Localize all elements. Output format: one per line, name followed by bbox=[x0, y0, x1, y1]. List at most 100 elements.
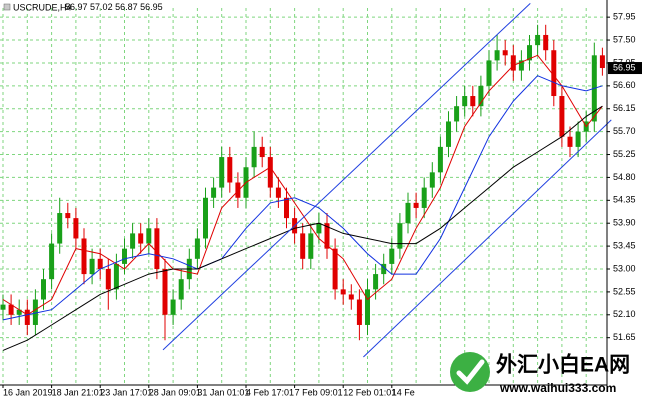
candle-body bbox=[381, 263, 387, 275]
indicator-line bbox=[2, 105, 603, 351]
candle-body bbox=[32, 299, 38, 325]
candle-body bbox=[300, 233, 306, 259]
marks bbox=[0, 3, 612, 358]
candle-body bbox=[154, 228, 160, 269]
candle-body bbox=[57, 213, 63, 244]
candle-body bbox=[73, 218, 79, 239]
candle-body bbox=[211, 187, 217, 198]
x-tick-label: 31 Jan 01:01 bbox=[197, 387, 249, 397]
candle-body bbox=[284, 197, 289, 219]
y-tick-label: 53.90 bbox=[613, 218, 636, 228]
candle-body bbox=[259, 146, 265, 158]
axis-labels: 51.65 52.10 52.55 53.00 53.45 53.90 54.35 54.80… bbox=[2, 12, 642, 397]
candle-body bbox=[49, 243, 55, 280]
header-value: 56.97 bbox=[65, 2, 88, 12]
y-tick-label: 55.25 bbox=[613, 149, 636, 159]
y-tick-label: 55.70 bbox=[613, 126, 636, 136]
logo-circle bbox=[450, 352, 490, 392]
header-value: 56.87 bbox=[115, 2, 138, 12]
header: USCRUDE,H4 56.97 57.02 56.87 56.95 bbox=[3, 2, 163, 12]
candle-body bbox=[502, 50, 508, 56]
x-tick-label: 4 Feb 17:01 bbox=[246, 387, 294, 397]
indicator-line bbox=[363, 119, 612, 358]
x-tick-label: 16 Jan 2019 bbox=[3, 387, 53, 397]
candle-body bbox=[397, 223, 403, 249]
y-tick-label: 57.50 bbox=[613, 34, 636, 44]
candle-body bbox=[105, 269, 111, 290]
candle-body bbox=[24, 309, 30, 325]
y-tick-label: 57.95 bbox=[613, 12, 636, 22]
y-tick-label: 56.60 bbox=[613, 80, 636, 90]
candle-body bbox=[138, 233, 144, 244]
watermark-url: www.waihui333.com bbox=[499, 381, 616, 395]
candle-body bbox=[559, 96, 565, 137]
candle-body bbox=[275, 187, 281, 198]
candle-body bbox=[413, 202, 419, 208]
y-tick-label: 53.45 bbox=[613, 240, 636, 250]
candle-body bbox=[178, 279, 184, 300]
candle-body bbox=[267, 157, 273, 188]
watermark-title: 外汇小白EA网 bbox=[496, 353, 630, 377]
candle-body bbox=[332, 248, 338, 290]
candle-body bbox=[235, 182, 241, 198]
candle-body bbox=[510, 55, 516, 71]
candle-body bbox=[405, 202, 411, 224]
candle-body bbox=[429, 172, 435, 188]
candle-body bbox=[251, 146, 257, 168]
candle-body bbox=[194, 238, 200, 259]
price-label-box bbox=[608, 62, 642, 75]
grid bbox=[0, 8, 607, 385]
candle-body bbox=[89, 258, 95, 275]
candle-body bbox=[113, 263, 119, 290]
candle-body bbox=[365, 289, 370, 325]
candle-body bbox=[543, 34, 549, 51]
candle-body bbox=[203, 197, 208, 239]
y-tick-label: 52.10 bbox=[613, 309, 636, 319]
candle-body bbox=[454, 106, 460, 122]
candle-body bbox=[486, 60, 492, 86]
candle-body bbox=[494, 50, 500, 61]
candle-body bbox=[219, 157, 225, 188]
candle-body bbox=[470, 96, 476, 107]
candle-body bbox=[599, 55, 605, 69]
indicator-line bbox=[2, 75, 603, 321]
candle-body bbox=[130, 233, 136, 249]
header-icon bbox=[3, 3, 11, 11]
x-tick-label: 7 Feb 09:01 bbox=[295, 387, 343, 397]
candle-body bbox=[340, 289, 346, 295]
candle-body bbox=[8, 304, 14, 315]
x-tick-label: 18 Jan 21:01 bbox=[52, 387, 104, 397]
candle-body bbox=[535, 34, 541, 46]
candle-body bbox=[551, 50, 557, 97]
candle-body bbox=[170, 299, 176, 315]
y-tick-label: 56.15 bbox=[613, 103, 636, 113]
indicator-line bbox=[2, 54, 603, 316]
y-tick-label: 51.65 bbox=[613, 332, 636, 342]
x-tick-label: 14 Fe bbox=[392, 387, 415, 397]
candle-body bbox=[97, 258, 103, 269]
symbol: USCRUDE,H4 bbox=[13, 2, 72, 12]
candle-body bbox=[478, 85, 484, 107]
candle-body bbox=[122, 248, 127, 264]
candle-body bbox=[462, 96, 468, 107]
candle-body bbox=[389, 248, 395, 264]
candle-body bbox=[0, 304, 6, 310]
candle-body bbox=[162, 269, 168, 315]
y-tick-label: 54.35 bbox=[613, 195, 636, 205]
candle-body bbox=[316, 223, 322, 234]
candle-body bbox=[527, 45, 532, 61]
x-tick-label: 28 Jan 09:01 bbox=[149, 387, 201, 397]
candle-body bbox=[16, 309, 22, 315]
candle-body bbox=[146, 228, 152, 244]
candle-body bbox=[518, 60, 524, 71]
candle-body bbox=[356, 299, 362, 325]
header-value: 57.02 bbox=[90, 2, 113, 12]
candle-body bbox=[575, 131, 581, 147]
x-tick-label: 12 Feb 01:01 bbox=[343, 387, 396, 397]
candle-body bbox=[421, 187, 427, 208]
y-tick-label: 54.80 bbox=[613, 172, 636, 182]
candle-body bbox=[81, 238, 87, 275]
candle-body bbox=[567, 136, 573, 147]
y-tick-label: 53.00 bbox=[613, 263, 636, 273]
